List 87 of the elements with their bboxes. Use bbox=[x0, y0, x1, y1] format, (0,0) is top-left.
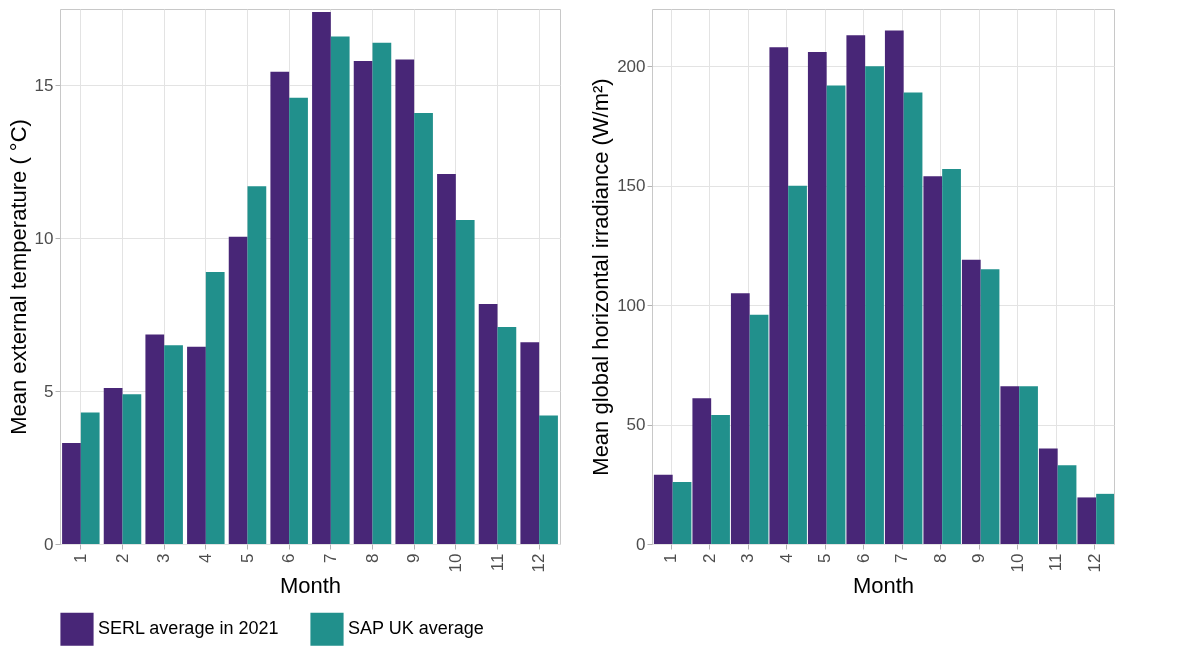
bar bbox=[884, 30, 904, 544]
x-tick-label: 5 bbox=[237, 553, 257, 563]
bar bbox=[289, 97, 308, 544]
y-tick-label: 100 bbox=[617, 295, 646, 315]
bar bbox=[145, 334, 165, 544]
x-tick-label: 9 bbox=[969, 553, 989, 563]
bar bbox=[330, 36, 350, 544]
y-tick-label: 0 bbox=[636, 534, 646, 554]
bar bbox=[788, 185, 807, 544]
x-tick-label: 2 bbox=[699, 553, 719, 563]
bar bbox=[353, 60, 373, 544]
bar bbox=[865, 66, 884, 544]
bar bbox=[187, 346, 206, 544]
x-axis-title: Month bbox=[852, 573, 915, 599]
x-tick-label: 12 bbox=[1084, 553, 1104, 573]
x-tick-label: 4 bbox=[195, 553, 215, 563]
x-tick-label: 6 bbox=[279, 553, 299, 563]
bar bbox=[826, 85, 846, 544]
bar bbox=[520, 342, 540, 544]
bar bbox=[961, 259, 981, 544]
bar bbox=[372, 42, 392, 544]
bar bbox=[80, 412, 100, 544]
x-tick-label: 11 bbox=[1046, 553, 1066, 572]
bar bbox=[414, 112, 433, 544]
bar bbox=[1077, 497, 1097, 544]
x-tick-label: 3 bbox=[738, 553, 758, 563]
bar bbox=[437, 174, 456, 544]
x-tick-label: 4 bbox=[776, 553, 796, 563]
y-tick-label: 50 bbox=[626, 415, 646, 435]
bar bbox=[653, 474, 673, 544]
bar bbox=[769, 47, 789, 544]
y-tick-label: 0 bbox=[44, 534, 54, 554]
bar bbox=[1019, 386, 1038, 544]
bar bbox=[164, 345, 183, 544]
x-tick-label: 8 bbox=[930, 553, 950, 563]
x-tick-label: 2 bbox=[112, 553, 132, 563]
bar bbox=[1096, 493, 1114, 544]
bar bbox=[1057, 465, 1077, 544]
x-tick-label: 11 bbox=[487, 553, 507, 572]
x-tick-label: 1 bbox=[661, 553, 681, 563]
bar bbox=[1038, 448, 1058, 544]
x-tick-label: 10 bbox=[1007, 553, 1027, 573]
bar bbox=[228, 236, 248, 544]
x-axis-title: Month bbox=[279, 573, 342, 599]
y-axis-title: Mean global horizontal irradiance (W/m²) bbox=[588, 78, 614, 476]
x-tick-label: 7 bbox=[892, 553, 912, 563]
legend-label: SERL average in 2021 bbox=[98, 618, 279, 639]
bar bbox=[122, 394, 142, 544]
bar bbox=[692, 398, 712, 544]
bar bbox=[62, 443, 81, 544]
x-tick-label: 12 bbox=[529, 553, 549, 573]
bar bbox=[942, 169, 961, 544]
bar bbox=[478, 304, 498, 544]
bar bbox=[312, 12, 331, 544]
bar bbox=[395, 59, 415, 544]
y-tick-label: 15 bbox=[34, 75, 54, 95]
x-tick-label: 6 bbox=[853, 553, 873, 563]
bar bbox=[539, 415, 558, 544]
bar bbox=[103, 388, 123, 544]
bar bbox=[846, 35, 866, 544]
bar bbox=[903, 92, 923, 544]
y-tick-label: 150 bbox=[617, 176, 646, 196]
bar bbox=[807, 51, 827, 544]
y-tick-label: 200 bbox=[617, 56, 646, 76]
bar bbox=[247, 186, 267, 544]
bar bbox=[1000, 386, 1020, 544]
x-tick-label: 7 bbox=[320, 553, 340, 563]
bar bbox=[711, 415, 730, 544]
x-tick-label: 8 bbox=[362, 553, 382, 563]
bar bbox=[205, 271, 225, 544]
y-tick-label: 5 bbox=[44, 381, 54, 401]
bar bbox=[730, 293, 750, 544]
bar bbox=[455, 219, 475, 544]
legend-label: SAP UK average bbox=[348, 618, 484, 639]
y-axis-title: Mean external temperature ( °C) bbox=[5, 119, 31, 435]
bar bbox=[672, 481, 692, 544]
x-tick-label: 9 bbox=[404, 553, 424, 563]
bar bbox=[749, 314, 769, 544]
x-tick-label: 1 bbox=[70, 553, 90, 563]
bar bbox=[497, 326, 517, 544]
bar bbox=[980, 269, 1000, 544]
x-tick-label: 5 bbox=[815, 553, 835, 563]
x-tick-label: 3 bbox=[154, 553, 174, 563]
bar bbox=[270, 71, 290, 544]
bar bbox=[923, 176, 943, 544]
x-tick-label: 10 bbox=[445, 553, 465, 573]
y-tick-label: 10 bbox=[34, 228, 54, 248]
